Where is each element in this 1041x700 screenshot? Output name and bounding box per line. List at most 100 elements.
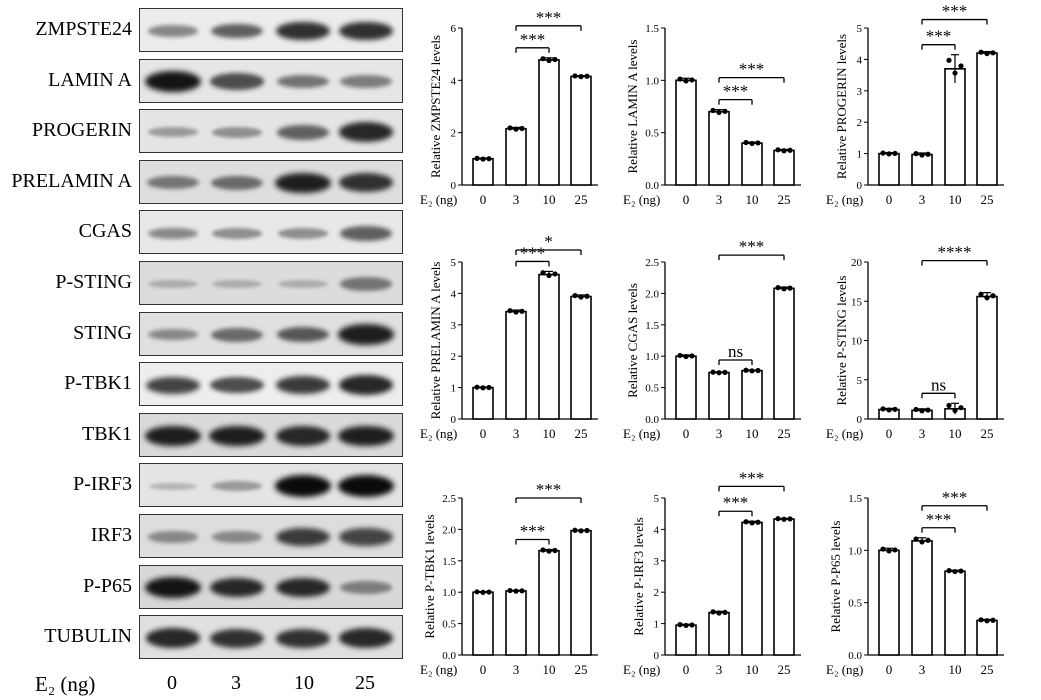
y-tick-label: 15 — [851, 296, 863, 308]
bar — [708, 611, 730, 656]
data-point — [952, 70, 958, 76]
blot-row-label: P-P65 — [83, 574, 132, 597]
y-tick-label: 2 — [654, 587, 660, 599]
significance-label: ns — [728, 342, 743, 361]
data-point — [913, 151, 919, 157]
blot-band — [210, 376, 264, 394]
y-tick-label: 1.0 — [848, 545, 862, 557]
data-point — [572, 527, 578, 533]
bar — [538, 59, 560, 186]
blot-band — [147, 227, 199, 240]
bar — [570, 529, 592, 656]
y-axis-label: Relative P-P65 levels — [828, 521, 843, 633]
blot-row-label: CGAS — [78, 220, 132, 243]
blot-row-label: P-TBK1 — [64, 372, 132, 395]
y-tick-label: 0.0 — [645, 180, 659, 192]
data-point — [716, 109, 722, 115]
data-point — [880, 406, 886, 412]
blot-row-label: STING — [73, 321, 132, 344]
significance-label: *** — [926, 27, 952, 46]
data-point — [919, 152, 925, 158]
bar — [773, 149, 795, 186]
bar — [944, 570, 966, 656]
data-point — [540, 56, 546, 62]
y-tick-label: 1.0 — [645, 351, 659, 363]
bar — [911, 153, 933, 186]
x-tick-label: 0 — [683, 192, 690, 207]
bar — [741, 142, 763, 186]
y-axis-label: Relative P-IRF3 levels — [631, 517, 646, 635]
x-tick-label: 10 — [949, 192, 962, 207]
x-axis-label: E₂ (ng) — [420, 426, 457, 441]
data-point — [775, 285, 781, 291]
y-tick-label: 0.5 — [848, 598, 862, 610]
data-point — [552, 547, 558, 554]
x-tick-label: 10 — [746, 662, 759, 677]
blot-band — [148, 127, 198, 138]
x-tick-label: 0 — [886, 192, 893, 207]
data-point — [925, 407, 931, 413]
data-point — [952, 568, 958, 575]
data-point — [519, 308, 525, 314]
data-point — [683, 353, 689, 360]
bar — [976, 619, 998, 656]
y-tick-label: 2.5 — [442, 493, 456, 505]
blot-band — [211, 227, 263, 239]
data-point — [984, 50, 990, 57]
x-tick-label: 0 — [886, 426, 893, 441]
blot-band — [276, 376, 330, 395]
data-point — [978, 617, 984, 623]
x-axis-label: E₂ (ng) — [420, 192, 457, 207]
x-tick-label: 10 — [543, 662, 556, 677]
x-tick-label: 25 — [981, 662, 994, 677]
bar — [741, 521, 763, 656]
data-point — [677, 76, 683, 82]
data-point — [978, 291, 984, 297]
data-point — [958, 405, 964, 411]
data-point — [722, 108, 728, 114]
y-axis-label: Relative PROGERIN levels — [834, 34, 849, 179]
blot-band — [211, 175, 263, 190]
data-point — [755, 140, 761, 146]
blot-band — [209, 628, 265, 648]
data-point — [886, 548, 892, 554]
data-point — [546, 57, 552, 64]
data-point — [787, 516, 793, 522]
data-point — [480, 156, 486, 162]
data-point — [781, 516, 787, 522]
data-point — [584, 527, 590, 534]
blot-band — [210, 23, 264, 39]
blot-band — [338, 475, 394, 498]
blot-row-label: PROGERIN — [31, 119, 132, 142]
y-tick-label: 10 — [851, 336, 863, 348]
y-tick-label: 1.5 — [442, 556, 456, 568]
data-point — [743, 139, 749, 146]
x-tick-label: 0 — [683, 426, 690, 441]
blot-row-label: P-STING — [55, 271, 132, 293]
lane-label: 25 — [355, 672, 375, 694]
data-point — [507, 587, 513, 594]
lane-label: 10 — [294, 672, 314, 694]
blot-band — [340, 581, 392, 594]
blot-band — [338, 425, 394, 446]
x-tick-label: 3 — [919, 426, 926, 441]
x-tick-label: 25 — [575, 662, 588, 677]
y-tick-label: 0.0 — [848, 650, 862, 662]
blot-band — [339, 528, 393, 546]
data-point — [507, 308, 513, 314]
data-point — [958, 568, 964, 574]
data-point — [749, 140, 755, 147]
bar — [505, 310, 527, 420]
data-point — [513, 126, 519, 132]
y-tick-label: 4 — [451, 288, 457, 300]
x-axis-label: E₂ (ng) — [826, 426, 863, 441]
blot-strip — [139, 412, 403, 457]
bar — [741, 369, 763, 420]
data-point — [952, 407, 958, 414]
y-tick-label: 0 — [857, 180, 863, 192]
blot-band — [210, 73, 264, 90]
blot-band — [147, 25, 199, 37]
x-tick-label: 10 — [746, 426, 759, 441]
data-point — [925, 537, 931, 543]
